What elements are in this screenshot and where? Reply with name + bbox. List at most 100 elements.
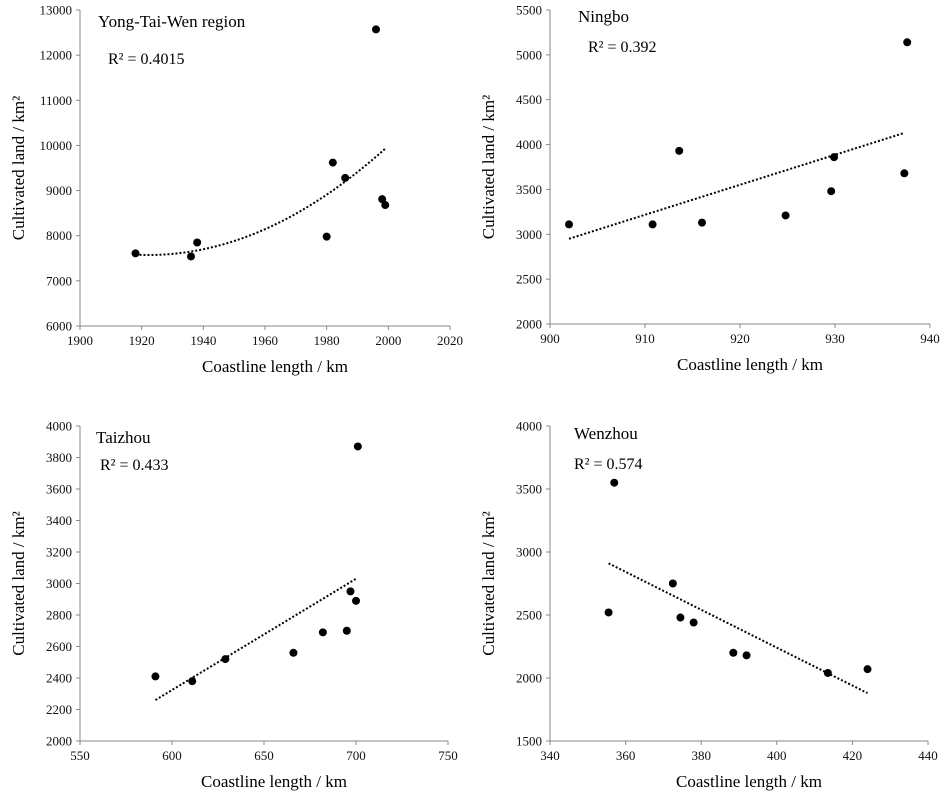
x-tick-label: 380	[691, 748, 711, 763]
data-point	[781, 211, 790, 220]
data-point	[668, 579, 677, 588]
data-point	[604, 608, 613, 617]
y-tick-label: 3600	[46, 482, 72, 497]
x-axis-label: Coastline length / km	[201, 772, 347, 791]
x-tick-label: 1960	[252, 333, 278, 348]
trend-line	[135, 147, 386, 256]
y-tick-label: 3400	[46, 513, 72, 528]
data-point	[689, 618, 698, 627]
data-point	[900, 169, 909, 178]
data-point	[742, 651, 751, 660]
y-tick-label: 2200	[46, 702, 72, 717]
chart-title: Yong-Tai-Wen region	[98, 12, 246, 31]
r-squared-label: R² = 0.4015	[108, 51, 185, 68]
x-tick-label: 650	[254, 748, 274, 763]
data-point	[729, 648, 738, 657]
x-tick-label: 930	[825, 331, 845, 346]
y-tick-label: 3800	[46, 450, 72, 465]
chart-panel-ningbo: 2000 2500 3000 3500 4000 4500 5000 5500 900 910 92…	[470, 0, 940, 399]
x-tick-label: 420	[843, 748, 863, 763]
x-tick-label: 940	[920, 331, 940, 346]
y-tick-label: 3000	[46, 576, 72, 591]
x-tick-label: 1900	[67, 333, 93, 348]
y-tick-label: 2500	[516, 608, 542, 623]
chart-title: Ningbo	[578, 7, 629, 26]
x-tick-label: 600	[162, 748, 182, 763]
chart-yong-tai-wen: 6000 7000 8000 9000 10000 11000 12000 13000 1900…	[9, 3, 463, 377]
x-tick-label: 2020	[437, 333, 463, 348]
data-point	[372, 25, 380, 34]
data-point	[352, 596, 360, 605]
y-tick-label: 3000	[516, 227, 542, 242]
y-tick-label: 13000	[40, 3, 73, 18]
x-tick-label: 920	[730, 331, 750, 346]
chart-title: Taizhou	[96, 428, 151, 447]
data-point	[328, 158, 337, 167]
data-point	[131, 249, 140, 258]
y-tick-label: 1500	[516, 734, 542, 749]
data-point	[903, 38, 912, 47]
y-tick-label: 2000	[516, 317, 542, 332]
x-tick-label: 340	[540, 748, 560, 763]
x-axis-label: Coastline length / km	[676, 772, 822, 791]
x-tick-label: 360	[616, 748, 636, 763]
r-squared-label: R² = 0.392	[588, 39, 657, 56]
y-tick-label: 4000	[516, 419, 542, 434]
data-point	[193, 238, 202, 247]
chart-panel-wenzhou: 1500 2000 2500 3000 3500 4000 340 360 380 400 420 4…	[470, 399, 940, 798]
data-point	[289, 648, 298, 657]
x-tick-label: 1920	[129, 333, 155, 348]
x-tick-label: 400	[767, 748, 787, 763]
x-tick-label: 750	[438, 748, 458, 763]
y-tick-label: 3500	[516, 182, 542, 197]
x-tick-label: 440	[918, 748, 938, 763]
data-point	[381, 201, 390, 210]
y-tick-label: 4000	[516, 137, 542, 152]
x-tick-label: 1980	[314, 333, 340, 348]
y-tick-label: 3000	[516, 545, 542, 560]
data-point	[342, 626, 351, 635]
data-point	[322, 232, 331, 241]
data-point	[830, 153, 839, 162]
trend-line	[568, 131, 905, 240]
x-tick-label: 2000	[375, 333, 401, 348]
x-tick-label: 700	[346, 748, 366, 763]
r-squared-label: R² = 0.433	[100, 457, 169, 474]
data-point	[863, 665, 872, 674]
chart-taizhou: 2000 2200 2400 2600 2800 3000 3200 3400 3600 3800…	[9, 419, 458, 792]
y-tick-label: 5500	[516, 3, 542, 18]
y-axis-label: Cultivated land / km²	[479, 511, 498, 655]
x-axis-label: Coastline length / km	[202, 357, 348, 376]
y-tick-label: 4500	[516, 92, 542, 107]
y-tick-label: 2600	[46, 639, 72, 654]
chart-panel-taizhou: 2000 2200 2400 2600 2800 3000 3200 3400 3600 3800…	[0, 399, 470, 798]
y-tick-label: 8000	[46, 228, 72, 243]
data-point	[698, 218, 706, 227]
data-point	[823, 668, 832, 677]
chart-wenzhou: 1500 2000 2500 3000 3500 4000 340 360 380 400 420 4…	[479, 419, 938, 792]
data-point	[151, 672, 160, 681]
y-tick-label: 4000	[46, 419, 72, 434]
data-point	[827, 187, 836, 196]
data-point	[648, 220, 657, 229]
data-point	[187, 252, 195, 261]
data-point	[341, 173, 350, 182]
y-tick-label: 12000	[40, 48, 73, 63]
data-point	[188, 677, 197, 686]
chart-ningbo: 2000 2500 3000 3500 4000 4500 5000 5500 900 910 92…	[479, 3, 940, 375]
data-point	[676, 613, 685, 622]
data-point	[353, 442, 362, 451]
y-tick-label: 3200	[46, 545, 72, 560]
data-point	[610, 478, 619, 487]
y-tick-label: 9000	[46, 183, 72, 198]
y-axis-label: Cultivated land / km²	[9, 511, 28, 655]
x-tick-label: 900	[540, 331, 560, 346]
data-point	[318, 628, 327, 637]
y-tick-label: 2800	[46, 608, 72, 623]
data-point	[675, 146, 684, 155]
y-tick-label: 10000	[40, 138, 73, 153]
chart-title: Wenzhou	[574, 424, 638, 443]
y-tick-label: 2000	[516, 671, 542, 686]
y-tick-label: 6000	[46, 319, 72, 334]
y-axis-label: Cultivated land / km²	[9, 96, 28, 240]
